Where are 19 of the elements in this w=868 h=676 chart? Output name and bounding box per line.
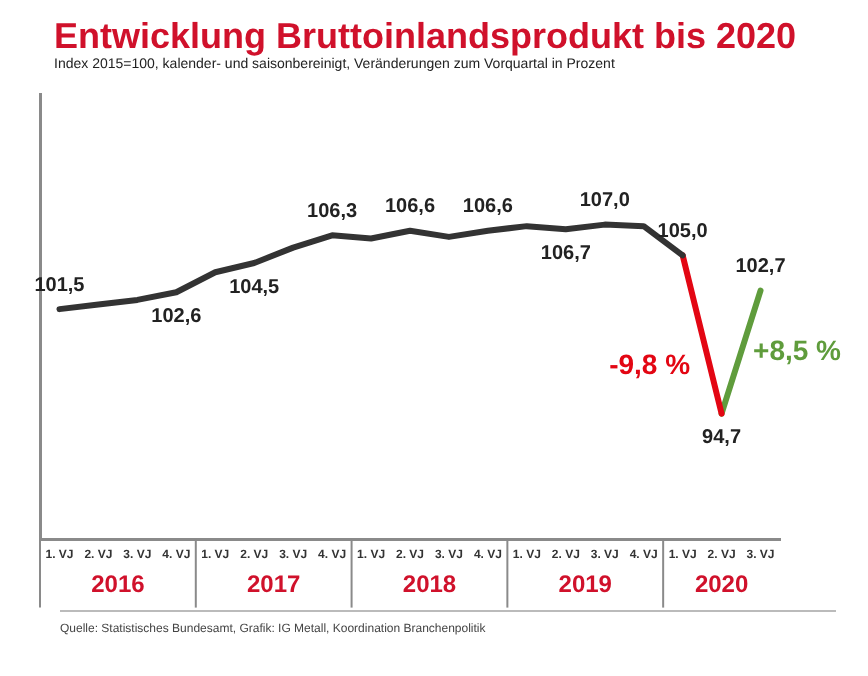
data-label: 106,7 <box>540 242 592 265</box>
text: 2016 <box>91 570 146 599</box>
data-label: 105,0 <box>657 220 709 243</box>
data-label: 107,0 <box>579 190 631 213</box>
data-label: 106,3 <box>307 200 358 223</box>
text: 2018 <box>402 570 457 599</box>
data-label: 94,7 <box>702 427 742 450</box>
data-label: 101,5 <box>34 274 86 297</box>
data-label: 102,7 <box>735 256 787 279</box>
data-label: 106,6 <box>462 196 514 219</box>
annotation: +8,5 % <box>753 333 843 366</box>
data-label: 106,6 <box>384 196 436 219</box>
text: 2019 <box>558 570 613 599</box>
text: 2017 <box>246 570 302 599</box>
data-label: 102,6 <box>151 305 203 328</box>
text: 2020 <box>694 570 749 599</box>
data-label: 104,5 <box>229 276 281 299</box>
annotation: -9,8 % <box>609 348 692 381</box>
chart-title: Entwicklung Bruttoinlandsprodukt bis 2020 <box>54 16 799 56</box>
